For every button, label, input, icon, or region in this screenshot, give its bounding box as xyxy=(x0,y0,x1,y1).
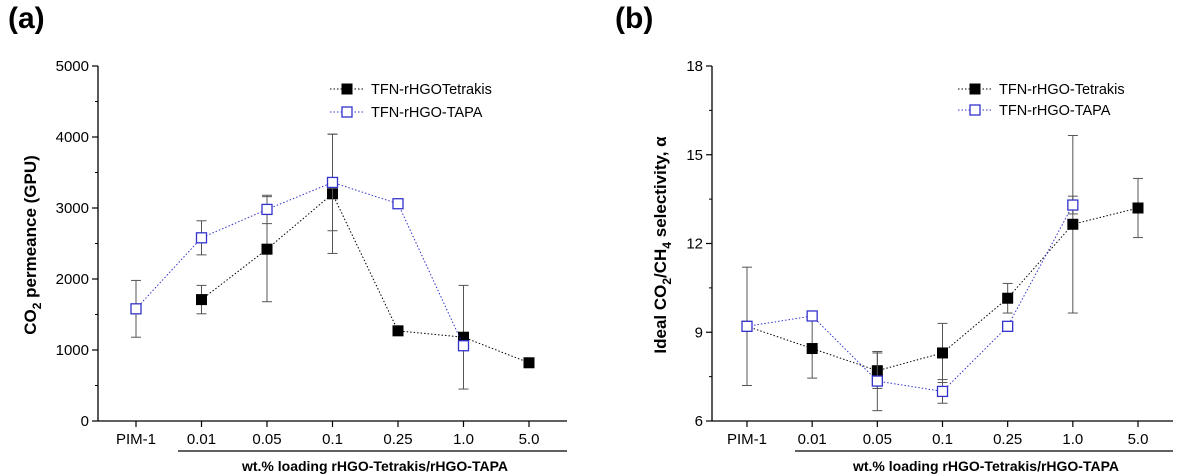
x-tick-label: 0.25 xyxy=(383,431,412,448)
y-axis-title-b: Ideal CO2/CH4 selectivity, α xyxy=(651,136,674,354)
x-tick-label: 0.01 xyxy=(187,431,216,448)
x-axis-title-a: wt.% loading rHGO-Tetrakis/rHGO-TAPA xyxy=(241,458,508,474)
x-tick-label: 1.0 xyxy=(1062,431,1083,448)
y-axis-title-a: CO2 permeance (GPU) xyxy=(21,155,44,335)
data-point xyxy=(261,203,273,216)
legend-label: TFN-rHGO-Tetrakis xyxy=(999,82,1125,98)
data-point xyxy=(196,294,207,306)
y-tick-label: 1000 xyxy=(56,342,89,359)
y-tick-label: 2000 xyxy=(56,271,89,288)
legend-label: TFN-rHGO-TAPA xyxy=(999,103,1111,119)
x-tick-label: 0.25 xyxy=(993,431,1022,448)
data-point xyxy=(261,243,273,255)
data-point xyxy=(1067,218,1079,230)
data-point xyxy=(937,347,948,359)
series-line-0 xyxy=(201,192,530,364)
x-tick-label: 0.01 xyxy=(798,431,827,448)
y-tick-label: 9 xyxy=(695,324,703,341)
legend-marker xyxy=(341,106,353,118)
y-tick-label: 4000 xyxy=(56,129,89,146)
x-tick-label: 0.05 xyxy=(863,431,892,448)
data-point xyxy=(392,325,404,337)
data-point xyxy=(392,198,404,210)
x-tick-label: 0.1 xyxy=(932,431,953,448)
data-point xyxy=(195,232,208,244)
data-point xyxy=(457,340,470,352)
panel-label-b: (b) xyxy=(615,2,654,35)
series-line-1 xyxy=(135,181,464,346)
legend-marker xyxy=(341,83,353,95)
data-point xyxy=(326,176,339,189)
data-point xyxy=(806,310,818,322)
y-tick-label: 3000 xyxy=(56,200,89,217)
data-point xyxy=(523,357,535,369)
x-tick-label: 1.0 xyxy=(453,431,474,448)
y-tick-label: 0 xyxy=(81,413,89,430)
x-tick-label: 5.0 xyxy=(1128,431,1149,448)
data-point xyxy=(1132,202,1144,214)
y-tick-label: 6 xyxy=(695,413,703,430)
data-point xyxy=(936,385,949,398)
data-point xyxy=(1067,199,1079,211)
x-tick-label: 0.1 xyxy=(322,431,343,448)
x-axis-title-b: wt.% loading rHGO-Tetrakis/rHGO-TAPA xyxy=(852,458,1119,474)
legend-label: TFN-rHGO-TAPA xyxy=(371,105,483,121)
legend-label: TFN-rHGOTetrakis xyxy=(371,82,492,98)
data-point xyxy=(806,343,818,355)
x-tick-label: 0.05 xyxy=(252,431,281,448)
series-line-1 xyxy=(746,204,1074,392)
data-point xyxy=(871,375,883,387)
panel-label-a: (a) xyxy=(8,2,45,35)
legend-marker xyxy=(969,83,981,95)
x-tick-label: PIM-1 xyxy=(116,431,156,448)
data-point xyxy=(741,320,753,332)
x-tick-label: PIM-1 xyxy=(727,431,767,448)
y-tick-label: 12 xyxy=(686,236,703,253)
data-point xyxy=(458,331,469,343)
y-tick-label: 18 xyxy=(686,58,703,75)
data-point xyxy=(130,303,142,315)
y-tick-label: 5000 xyxy=(56,58,89,75)
legend-marker xyxy=(969,104,981,116)
data-point xyxy=(1002,292,1014,304)
y-tick-label: 15 xyxy=(686,147,703,164)
data-point xyxy=(1002,320,1014,332)
x-tick-label: 5.0 xyxy=(519,431,540,448)
